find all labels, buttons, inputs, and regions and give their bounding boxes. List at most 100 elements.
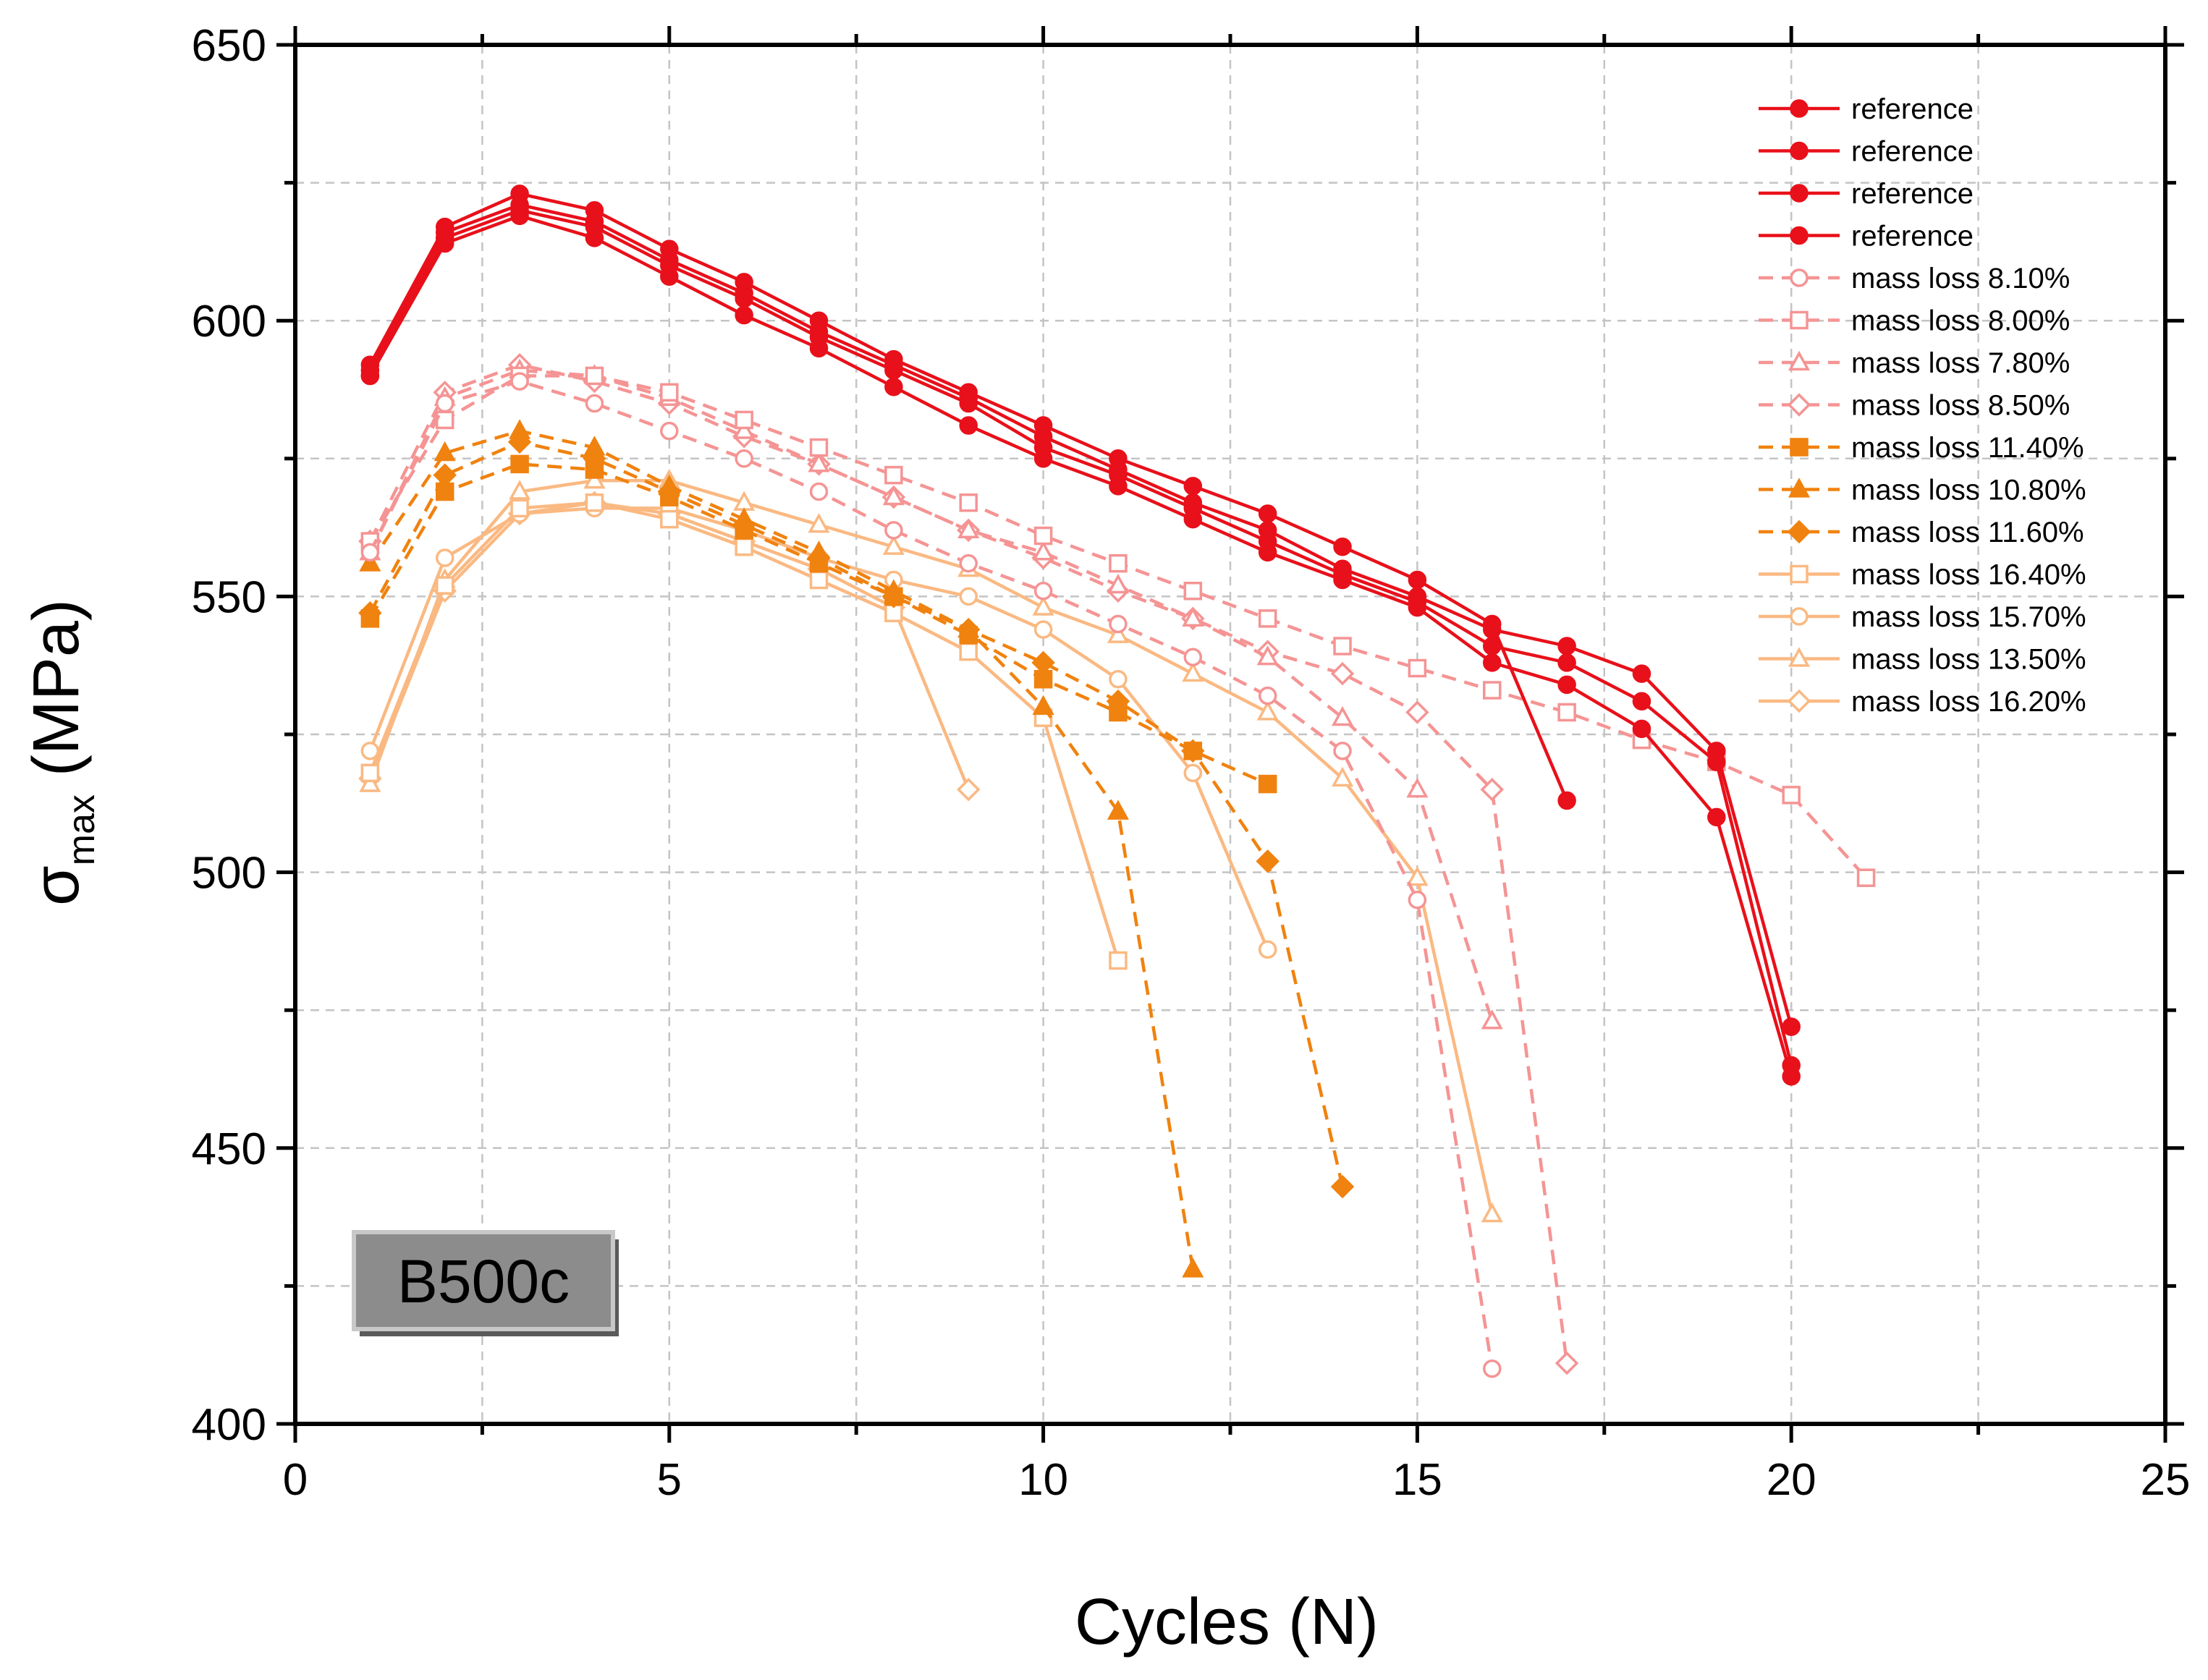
- data-point: [1256, 849, 1279, 873]
- y-axis-title: σmax (MPa): [20, 599, 103, 906]
- series-line: [368, 203, 1793, 1027]
- data-point: [1182, 606, 1204, 627]
- data-point: [583, 436, 606, 456]
- legend-marker: [1790, 310, 1809, 330]
- y-axis-unit: (MPa): [20, 599, 93, 776]
- data-point: [1031, 650, 1055, 675]
- data-point: [1033, 526, 1053, 546]
- legend-marker: [1790, 184, 1809, 203]
- data-point: [1033, 620, 1053, 639]
- data-point: [882, 535, 905, 555]
- x-tick-label: 5: [657, 1455, 682, 1505]
- data-point: [435, 394, 454, 413]
- data-point: [510, 454, 529, 474]
- legend-item: reference: [1759, 178, 1974, 210]
- data-point: [660, 488, 679, 506]
- data-point: [360, 763, 380, 783]
- x-axis-title-text: Cycles (N): [1075, 1586, 1379, 1658]
- data-point: [359, 772, 381, 792]
- data-point: [884, 521, 903, 540]
- legend-label: mass loss 11.40%: [1851, 432, 2084, 464]
- data-point: [959, 383, 978, 402]
- data-point: [884, 587, 903, 606]
- data-point: [1183, 763, 1203, 783]
- data-point: [435, 548, 454, 567]
- legend-label: mass loss 10.80%: [1851, 475, 2086, 506]
- data-point: [1183, 493, 1203, 512]
- x-tick-label: 20: [1767, 1455, 1816, 1505]
- y-axis-title-text: σmax (MPa): [20, 599, 103, 906]
- data-point: [433, 463, 457, 487]
- series-line: [368, 214, 1793, 1077]
- legend-label: reference: [1851, 178, 1974, 210]
- badge-box: [352, 1230, 615, 1331]
- data-point: [360, 355, 380, 374]
- data-point: [1109, 449, 1128, 468]
- data-point: [884, 465, 903, 485]
- series-layer: [358, 184, 1876, 1378]
- legend-marker: [1788, 647, 1811, 667]
- legend-item: mass loss 7.80%: [1759, 347, 2070, 379]
- data-point: [1480, 778, 1504, 802]
- legend-item: mass loss 8.00%: [1759, 305, 2070, 337]
- data-point: [959, 416, 978, 435]
- data-point: [1107, 623, 1130, 643]
- data-point: [735, 538, 753, 556]
- data-point: [1109, 951, 1128, 970]
- data-point: [809, 553, 829, 573]
- data-point: [583, 469, 606, 489]
- data-point: [1032, 595, 1054, 616]
- data-point: [735, 305, 753, 325]
- series-line: [368, 479, 1494, 1215]
- data-point: [585, 366, 604, 386]
- legend-item: reference: [1759, 93, 1974, 125]
- x-axis-title: Cycles (N): [1075, 1586, 1379, 1658]
- data-point: [1256, 645, 1279, 666]
- data-point: [735, 410, 753, 430]
- data-point: [1406, 777, 1429, 798]
- legend-item: mass loss 8.50%: [1759, 390, 2070, 422]
- data-point: [435, 217, 454, 237]
- x-tick-label: 0: [283, 1455, 308, 1505]
- data-point: [1258, 504, 1277, 523]
- legend-marker: [1790, 268, 1809, 287]
- legend-label: mass loss 11.60%: [1851, 517, 2084, 548]
- data-point: [1557, 653, 1576, 672]
- data-point: [1258, 521, 1277, 540]
- data-point: [1782, 1056, 1801, 1075]
- legend-item: reference: [1759, 136, 1974, 168]
- data-point: [1033, 670, 1053, 689]
- data-point: [1632, 719, 1651, 739]
- legend: reference reference reference reference mass…: [1759, 93, 2086, 718]
- series-2: [360, 195, 1801, 1036]
- data-point: [1483, 1359, 1502, 1378]
- series-line: [368, 379, 1494, 1370]
- y-tick-label: 450: [192, 1124, 266, 1174]
- data-point: [1258, 940, 1277, 959]
- series-3: [360, 200, 1801, 1075]
- series-line: [368, 440, 1345, 1187]
- data-point: [1481, 1009, 1503, 1030]
- data-point: [1555, 1351, 1579, 1375]
- data-point: [435, 482, 454, 501]
- series-14: [359, 469, 1503, 1223]
- data-point: [435, 410, 454, 430]
- y-tick-label: 650: [192, 21, 266, 71]
- legend-item: reference: [1759, 221, 1974, 253]
- y-tick-label: 600: [192, 297, 266, 347]
- data-point: [1333, 559, 1352, 579]
- legend-label: mass loss 8.00%: [1851, 305, 2070, 337]
- data-point: [433, 441, 456, 462]
- data-point: [733, 419, 756, 439]
- legend-label: mass loss 8.10%: [1851, 263, 2070, 294]
- data-point: [660, 383, 679, 402]
- y-tick-label: 400: [192, 1400, 266, 1450]
- series-4: [360, 206, 1801, 1086]
- data-point: [1406, 865, 1429, 886]
- legend-label: mass loss 8.50%: [1851, 390, 2070, 422]
- data-point: [1182, 1257, 1204, 1278]
- legend-item: mass loss 11.40%: [1759, 432, 2084, 464]
- series-line: [368, 362, 1569, 1364]
- data-point: [1256, 700, 1279, 721]
- data-point: [1033, 582, 1053, 601]
